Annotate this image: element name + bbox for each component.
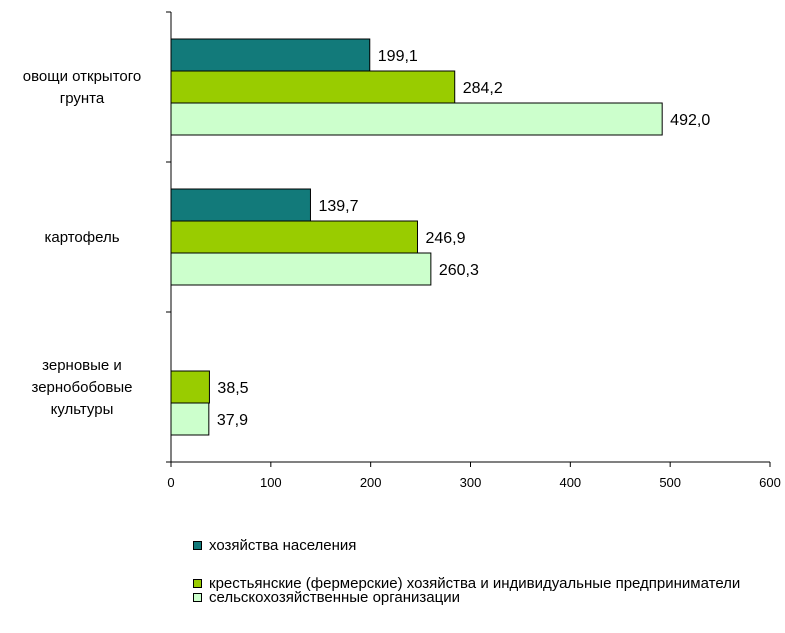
x-tick-label: 0 bbox=[167, 475, 174, 490]
legend-item-organizations: сельскохозяйственные организации bbox=[193, 589, 753, 607]
bar bbox=[170, 70, 456, 104]
x-tick-label: 500 bbox=[659, 475, 681, 490]
data-label: 139,7 bbox=[318, 198, 358, 215]
bar-chart: 199,1 284,2 492,0 овощи открытого грунта 139,… bbox=[23, 11, 781, 490]
legend-item-farmers: крестьянские (фермерские) хозяйства и ин… bbox=[193, 575, 753, 593]
category-label: овощи открытого грунта bbox=[23, 68, 141, 107]
data-label: 284,2 bbox=[463, 80, 503, 97]
bar bbox=[170, 188, 311, 222]
data-label: 492,0 bbox=[670, 112, 710, 129]
bar bbox=[170, 220, 418, 254]
x-tick-label: 200 bbox=[360, 475, 382, 490]
bar bbox=[170, 38, 371, 72]
legend-swatch bbox=[193, 593, 202, 602]
legend-swatch bbox=[193, 579, 202, 588]
data-label: 199,1 bbox=[378, 48, 418, 65]
x-tick-label: 300 bbox=[460, 475, 482, 490]
category-label: картофель bbox=[44, 229, 119, 246]
x-tick-label: 100 bbox=[260, 475, 282, 490]
legend-label: сельскохозяйственные организации bbox=[209, 589, 460, 606]
axes-layer bbox=[166, 11, 771, 467]
category-label: зерновые и зернобобовые культуры bbox=[32, 357, 133, 418]
bar bbox=[170, 370, 210, 404]
data-label: 260,3 bbox=[439, 262, 479, 279]
data-label: 38,5 bbox=[217, 380, 248, 397]
legend-label: крестьянские (фермерские) хозяйства и ин… bbox=[209, 575, 741, 592]
data-label: 37,9 bbox=[217, 412, 248, 429]
legend-item-households: хозяйства населения bbox=[193, 537, 753, 555]
x-tick-label: 400 bbox=[559, 475, 581, 490]
labels-layer: 199,1 284,2 492,0 овощи открытого грунта 139,… bbox=[23, 48, 781, 490]
legend-label: хозяйства населения bbox=[209, 537, 357, 554]
bar bbox=[170, 252, 432, 286]
legend: хозяйства населения крестьянские (фермер… bbox=[193, 533, 753, 607]
bars-layer bbox=[170, 38, 663, 436]
legend-swatch bbox=[193, 541, 202, 550]
data-label: 246,9 bbox=[425, 230, 465, 247]
x-tick-label: 600 bbox=[759, 475, 781, 490]
bar bbox=[170, 102, 663, 136]
bar bbox=[170, 402, 210, 436]
